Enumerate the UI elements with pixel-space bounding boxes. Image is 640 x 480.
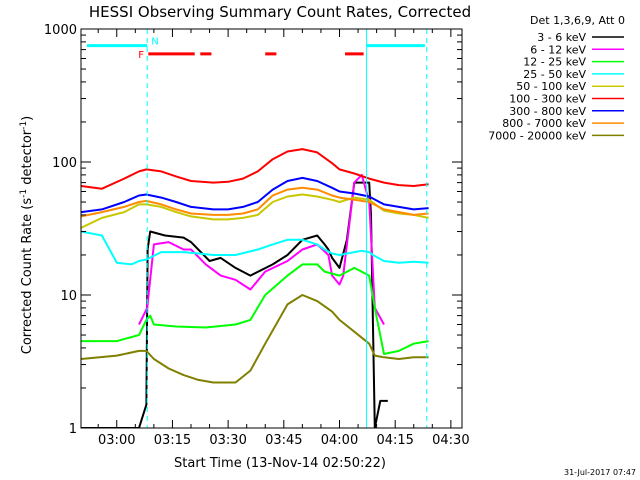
series-line-8 xyxy=(81,294,429,384)
series-line-6 xyxy=(81,176,429,214)
y-tick-label: 1 xyxy=(69,422,77,437)
series-line-7 xyxy=(81,186,429,218)
y-axis-label: Corrected Count Rate (s-1 detector-1) xyxy=(19,116,35,354)
chart-title: HESSI Observing Summary Count Rates, Cor… xyxy=(89,3,471,21)
x-tick-label: 04:00 xyxy=(321,433,358,448)
series-line-4 xyxy=(81,193,429,229)
night-marker-label: N xyxy=(151,37,158,48)
legend-label: 3 - 6 keV xyxy=(537,31,586,44)
x-tick-label: 04:15 xyxy=(376,433,413,448)
x-tick-label: 03:15 xyxy=(154,433,191,448)
legend-label: 800 - 7000 keV xyxy=(502,117,586,130)
series-line-2 xyxy=(81,263,429,355)
x-tick-label: 04:30 xyxy=(432,433,469,448)
x-tick-label: 03:00 xyxy=(98,433,135,448)
legend-label: 6 - 12 keV xyxy=(530,43,586,56)
legend-label: 100 - 300 keV xyxy=(509,93,586,106)
y-tick-label: 10 xyxy=(60,289,77,304)
flare-marker-label: F xyxy=(138,50,144,61)
x-tick-label: 03:45 xyxy=(265,433,302,448)
annotation-layer: NF xyxy=(87,29,428,428)
legend-label: 300 - 800 keV xyxy=(509,105,586,118)
series-line-0 xyxy=(81,181,388,428)
series-line-5 xyxy=(81,148,429,190)
legend-label: 12 - 25 keV xyxy=(523,56,586,69)
footer-date: 31-Jul-2017 07:47 xyxy=(564,468,636,477)
series-line-1 xyxy=(138,173,385,325)
series-layer xyxy=(81,148,429,428)
series-line-3 xyxy=(81,230,429,266)
x-tick-label: 03:30 xyxy=(209,433,246,448)
legend-label: 50 - 100 keV xyxy=(516,80,586,93)
plot-frame xyxy=(80,28,463,429)
y-tick-label: 1000 xyxy=(44,23,77,38)
legend-label: 7000 - 20000 keV xyxy=(488,129,586,142)
legend-header: Det 1,3,6,9, Att 0 xyxy=(530,14,625,27)
x-axis-label: Start Time (13-Nov-14 02:50:22) xyxy=(174,456,386,471)
y-tick-label: 100 xyxy=(52,156,77,171)
y-axis-ticks: 1 10 100 1000 xyxy=(44,23,462,437)
legend-label: 25 - 50 keV xyxy=(523,68,586,81)
x-axis-ticks: 03:00 03:15 03:30 03:45 04:00 04:15 04:30 xyxy=(97,29,470,448)
